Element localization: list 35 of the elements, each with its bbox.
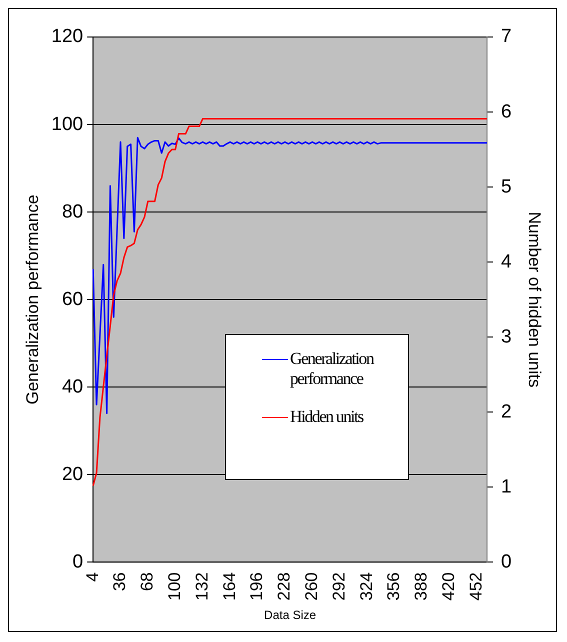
x-tick-label: 196 — [247, 572, 266, 601]
x-tick-label: 388 — [412, 572, 431, 601]
y2-tick-label: 6 — [501, 101, 512, 122]
x-tick-label: 36 — [110, 572, 130, 592]
y-tick-label: 80 — [62, 201, 84, 222]
x-tick-label: 68 — [138, 572, 157, 592]
x-tick-label: 356 — [384, 572, 404, 601]
y2-tick-label: 2 — [501, 401, 512, 422]
y2-tick-label: 7 — [501, 26, 512, 48]
y2-tick-label: 1 — [501, 476, 512, 498]
y2-tick-label: 3 — [501, 326, 512, 348]
x-tick-label: 452 — [466, 572, 486, 601]
y-tick-label: 20 — [62, 464, 84, 485]
y-tick-label: 60 — [62, 288, 84, 310]
x-tick-label: 260 — [302, 572, 322, 601]
y2-tick-label: 0 — [501, 551, 512, 572]
y-tick-label: 100 — [51, 114, 84, 135]
legend-label: Hidden units — [290, 407, 363, 427]
y2-tick-label: 5 — [501, 176, 512, 198]
x-tick-label: 100 — [165, 572, 184, 601]
y-tick-label: 0 — [72, 551, 84, 572]
y-tick-label: 120 — [51, 26, 84, 48]
y2-axis-title: Number of hidden units — [525, 212, 544, 388]
x-tick-label: 292 — [329, 572, 348, 601]
x-tick-label: 132 — [192, 572, 212, 601]
y2-tick-label: 4 — [501, 251, 512, 272]
x-tick-label: 164 — [220, 572, 239, 601]
legend-label: Generalization performance — [290, 349, 375, 389]
x-tick-label: 324 — [356, 572, 376, 601]
y-tick-label: 40 — [62, 376, 84, 398]
x-tick-label: 228 — [274, 572, 294, 601]
y-axis-title: Generalization performance — [22, 194, 42, 405]
x-tick-label: 420 — [439, 572, 458, 601]
x-tick-label: 4 — [82, 572, 102, 582]
x-axis-title: Data Size — [264, 608, 316, 622]
